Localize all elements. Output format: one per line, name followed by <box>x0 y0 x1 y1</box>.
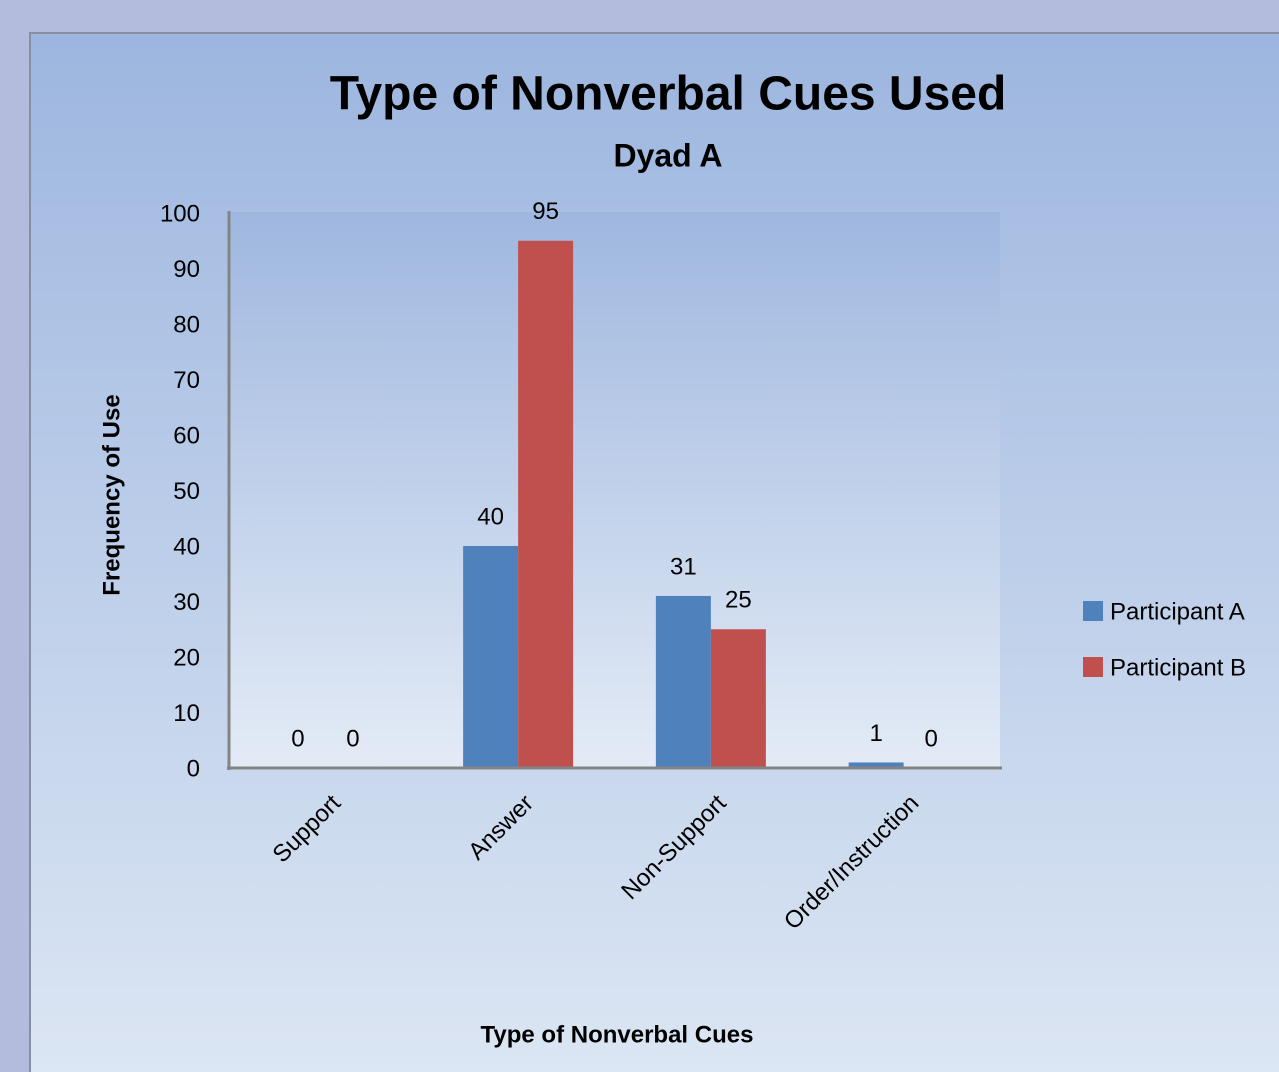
legend-swatch <box>1083 657 1103 677</box>
y-tick-label: 90 <box>173 256 200 283</box>
y-tick-label: 0 <box>187 755 200 782</box>
bar <box>463 546 519 768</box>
data-label: 0 <box>924 725 937 752</box>
data-label: 25 <box>725 587 752 614</box>
data-label: 40 <box>477 503 504 530</box>
y-tick-label: 50 <box>173 478 200 505</box>
bar <box>655 595 711 768</box>
bar <box>848 762 904 768</box>
bar <box>710 629 766 768</box>
y-tick-label: 100 <box>160 200 200 227</box>
legend-label: Participant A <box>1110 598 1245 625</box>
y-axis-title: Frequency of Use <box>98 394 125 595</box>
data-label: 1 <box>869 720 882 747</box>
y-tick-label: 10 <box>173 700 200 727</box>
y-tick-label: 20 <box>173 644 200 671</box>
legend-label: Participant B <box>1110 654 1246 681</box>
plot-area <box>229 212 1000 768</box>
y-tick-label: 80 <box>173 311 200 338</box>
legend-swatch <box>1083 601 1103 621</box>
chart-title: Type of Nonverbal Cues Used <box>330 68 1007 121</box>
x-axis-title: Type of Nonverbal Cues <box>481 1021 754 1048</box>
data-label: 31 <box>670 553 697 580</box>
data-label: 95 <box>532 198 559 225</box>
y-tick-label: 60 <box>173 422 200 449</box>
bar <box>518 240 574 768</box>
data-label: 0 <box>346 725 359 752</box>
data-label: 0 <box>291 725 304 752</box>
y-tick-label: 30 <box>173 589 200 616</box>
chart-subtitle: Dyad A <box>613 137 722 173</box>
y-tick-label: 40 <box>173 533 200 560</box>
y-tick-label: 70 <box>173 367 200 394</box>
